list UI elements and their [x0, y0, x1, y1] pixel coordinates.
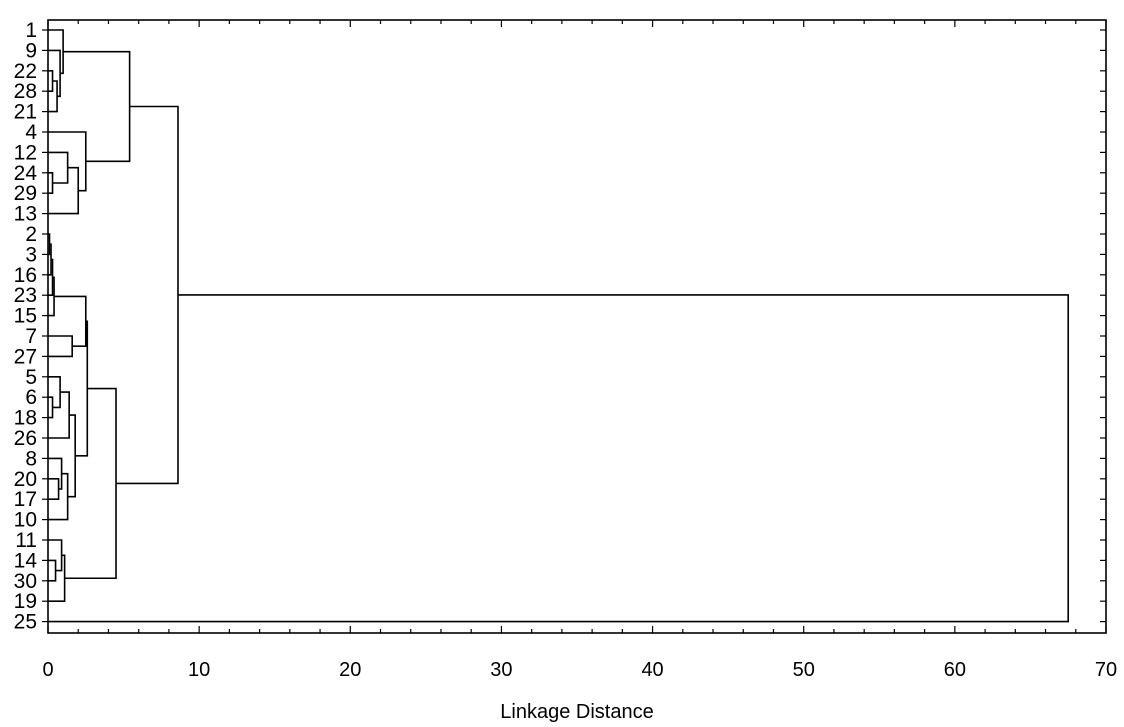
dendrogram-link [48, 376, 61, 409]
leaf-label: 4 [25, 121, 37, 144]
x-tick-label: 60 [944, 659, 966, 681]
leaf-label: 28 [14, 80, 37, 103]
leaf-label: 27 [14, 345, 37, 368]
leaf-label: 29 [14, 182, 37, 205]
x-tick-label: 0 [42, 659, 53, 681]
leaf-label: 9 [25, 39, 37, 62]
dendrogram-link [48, 276, 55, 317]
x-axis-tick-labels: 0 10 20 30 40 50 60 70 [42, 659, 1117, 681]
leaf-label: 20 [14, 468, 37, 491]
leaf-label: 19 [14, 590, 37, 613]
leaf-label: 5 [25, 366, 37, 389]
dendrogram-link [48, 233, 51, 256]
leaf-label: 17 [14, 488, 37, 511]
leaf-label: 22 [14, 60, 37, 83]
leaf-label: 8 [25, 447, 37, 470]
leaf-label: 16 [14, 264, 37, 287]
dendrogram-link [48, 559, 57, 582]
leaf-label: 11 [15, 529, 37, 552]
leaf-label: 3 [25, 243, 37, 266]
x-tick-label: 40 [641, 659, 663, 681]
dendrogram-link [48, 391, 70, 439]
dendrogram-links [48, 29, 1070, 623]
leaf-label: 25 [14, 611, 37, 634]
x-tick-label: 70 [1095, 659, 1117, 681]
leaf-label: 10 [14, 509, 37, 532]
dendrogram-link [48, 151, 69, 184]
leaf-label: 21 [14, 101, 37, 124]
leaf-label: 30 [14, 570, 37, 593]
x-tick-label: 50 [793, 659, 815, 681]
leaf-label: 15 [14, 305, 37, 328]
dendrogram-link [63, 50, 131, 163]
leaf-label: 1 [25, 19, 37, 42]
leaf-label: 12 [14, 141, 37, 164]
x-axis-ticks [42, 20, 1107, 633]
leaf-label: 24 [14, 162, 38, 185]
leaf-label: 18 [14, 407, 37, 430]
dendrogram-link [67, 414, 77, 498]
dendrogram-link [75, 320, 89, 457]
leaf-labels: 1922282141224291323162315727561826820171… [14, 19, 38, 634]
leaf-label: 23 [14, 284, 37, 307]
dendrogram-link [48, 131, 87, 192]
dendrogram-link [48, 49, 61, 98]
dendrogram-link [48, 554, 66, 602]
x-axis-title: Linkage Distance [500, 701, 653, 723]
dendrogram-link [116, 105, 179, 485]
leaf-label: 7 [25, 325, 37, 348]
leaf-label: 14 [14, 549, 38, 572]
x-tick-label: 10 [188, 659, 210, 681]
dendrogram-link [48, 457, 63, 490]
dendrogram-link [48, 294, 1070, 623]
dendrogram-link [54, 295, 87, 347]
dendrogram-link [48, 478, 60, 500]
x-tick-label: 30 [490, 659, 512, 681]
plot-frame [47, 19, 1107, 634]
leaf-label: 6 [25, 386, 37, 409]
dendrogram-link [48, 335, 73, 358]
leaf-label: 26 [14, 427, 37, 450]
leaf-label: 13 [14, 203, 37, 226]
leaf-label: 2 [25, 223, 37, 246]
dendrogram-link [64, 387, 117, 580]
x-tick-label: 20 [339, 659, 361, 681]
